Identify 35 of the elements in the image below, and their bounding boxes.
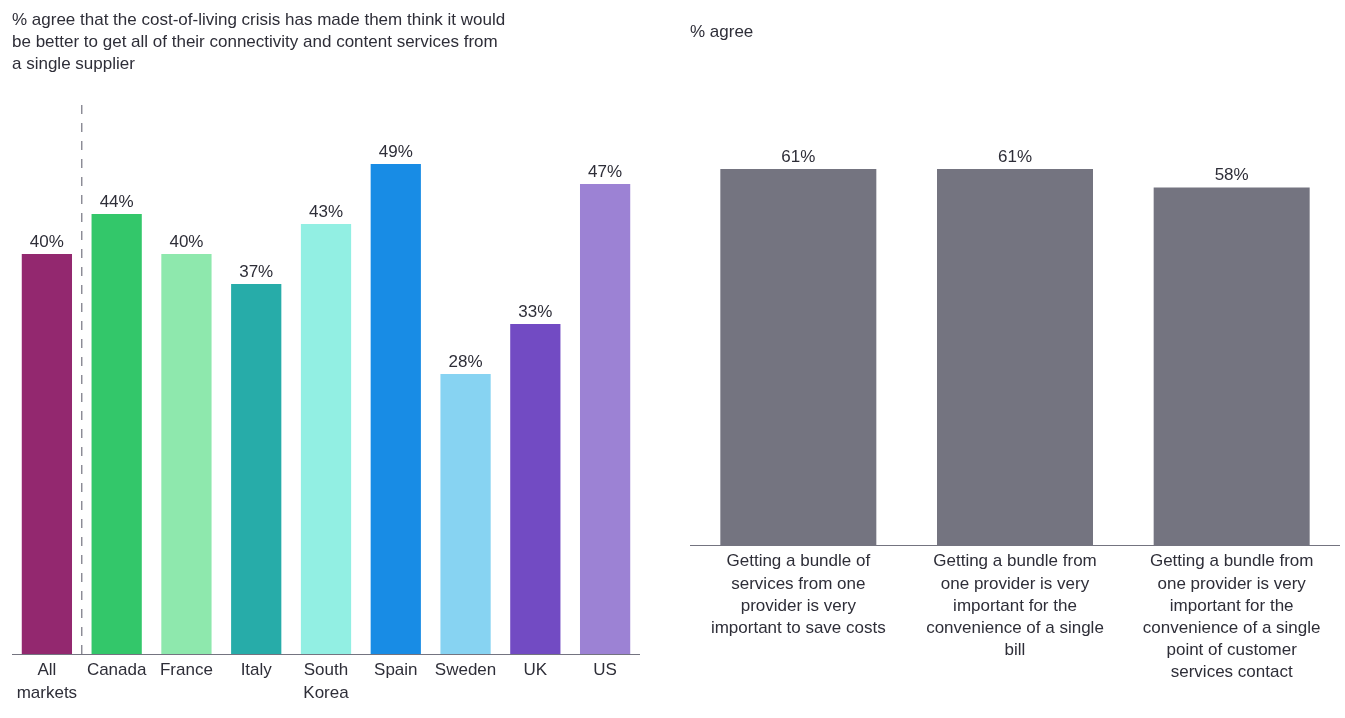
- data-label: 40%: [29, 232, 64, 252]
- x-tick-label: Italy: [240, 660, 273, 680]
- x-tick-label: US: [593, 660, 617, 680]
- data-label: 37%: [239, 262, 274, 282]
- data-label: 33%: [518, 302, 553, 322]
- bar: [91, 214, 142, 654]
- data-label: 43%: [308, 202, 344, 222]
- chart-title: % agree: [690, 22, 754, 42]
- x-tick-label: UK: [523, 660, 548, 680]
- bar: [510, 324, 561, 654]
- x-tick-label: Getting a bundle from one provider is very important for the convenience of a single point of customer services contact: [1142, 551, 1321, 681]
- data-label: 58%: [1214, 165, 1249, 185]
- bar: [370, 164, 421, 654]
- bar: [231, 284, 282, 654]
- chart-title: % agree that the cost-of-living crisis has made them think it would be better to get all of their connectivity and content services from a single supplier: [12, 10, 506, 74]
- bar: [579, 184, 631, 654]
- data-label: 61%: [781, 146, 816, 166]
- data-label: 47%: [588, 162, 623, 182]
- x-tick-label: Sweden: [434, 660, 497, 680]
- x-tick-label: France: [159, 660, 213, 680]
- x-tick-label: Getting a bundle of services from one provider is very important to save costs: [710, 551, 886, 637]
- bar: [300, 224, 352, 654]
- x-tick-label: South Korea: [303, 660, 350, 702]
- bar: [161, 254, 212, 654]
- bar: [21, 254, 73, 654]
- data-label: 61%: [997, 146, 1033, 166]
- x-tick-label: Canada: [86, 660, 147, 680]
- data-label: 40%: [169, 232, 204, 252]
- x-tick-label: All markets: [16, 660, 78, 702]
- x-tick-label: Getting a bundle from one provider is very important for the convenience of a single bill: [926, 551, 1104, 659]
- data-label: 49%: [378, 142, 413, 162]
- bar: [440, 374, 491, 654]
- data-label: 44%: [99, 192, 134, 212]
- x-tick-label: Spain: [374, 660, 418, 680]
- data-label: 28%: [448, 352, 483, 372]
